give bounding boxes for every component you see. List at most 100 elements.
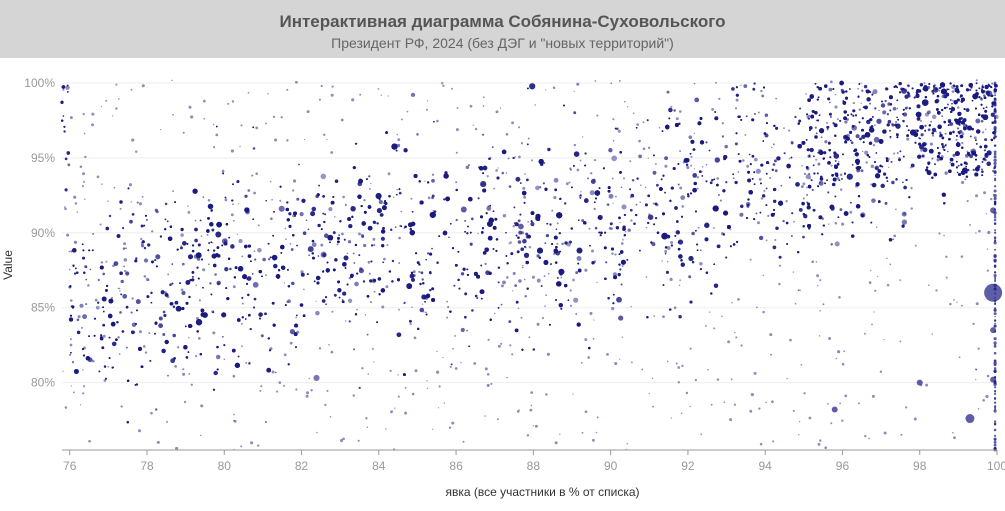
scatter-point	[350, 206, 356, 212]
scatter-point	[808, 172, 811, 175]
scatter-point	[173, 357, 176, 360]
scatter-point	[408, 222, 413, 228]
scatter-point	[962, 167, 968, 174]
scatter-point	[564, 241, 568, 245]
scatter-point	[957, 111, 962, 116]
scatter-point	[790, 156, 793, 159]
scatter-point	[91, 249, 94, 252]
scatter-point	[63, 130, 66, 133]
scatter-point	[834, 159, 837, 162]
scatter-point	[540, 284, 543, 288]
scatter-point	[714, 157, 721, 163]
scatter-point	[860, 169, 864, 173]
scatter-point	[921, 154, 925, 158]
scatter-point	[395, 149, 398, 152]
scatter-point	[290, 248, 294, 251]
scatter-point	[616, 127, 619, 130]
scatter-point	[983, 96, 987, 100]
scatter-point	[500, 303, 503, 306]
scatter-point	[519, 182, 522, 184]
scatter-point	[102, 272, 106, 276]
scatter-point	[164, 218, 167, 221]
scatter-point	[368, 187, 371, 190]
scatter-point	[466, 273, 469, 276]
scatter-point	[635, 214, 638, 217]
scatter-point	[897, 118, 900, 121]
scatter-point	[342, 291, 347, 296]
scatter-point	[975, 139, 977, 142]
scatter-point	[886, 180, 889, 182]
scatter-point	[210, 209, 213, 212]
scatter-point	[271, 301, 275, 305]
scatter-point	[556, 281, 562, 287]
scatter-point	[794, 115, 797, 119]
scatter-point	[956, 106, 960, 109]
scatter-point	[701, 175, 704, 177]
scatter-point	[469, 242, 473, 246]
scatter-point	[824, 84, 828, 88]
scatter-point	[154, 259, 157, 262]
scatter-point	[131, 297, 134, 300]
scatter-point	[538, 256, 541, 259]
scatter-point	[92, 233, 94, 235]
scatter-point	[660, 178, 663, 181]
scatter-point	[808, 154, 811, 157]
scatter-point	[594, 226, 598, 230]
scatter-point	[560, 307, 563, 310]
scatter-point	[102, 323, 106, 327]
scatter-point	[949, 98, 952, 102]
scatter-point	[277, 276, 280, 279]
scatter-point	[199, 219, 202, 222]
scatter-point	[127, 187, 130, 190]
scatter-point	[914, 141, 917, 144]
scatter-point	[140, 365, 144, 369]
scatter-point	[79, 303, 84, 308]
scatter-point	[816, 172, 819, 175]
scatter-point	[907, 129, 910, 132]
scatter-point	[979, 145, 982, 149]
scatter-point	[457, 250, 460, 253]
scatter-point	[70, 314, 72, 317]
scatter-point	[273, 210, 275, 213]
scatter-point	[664, 191, 666, 194]
scatter-point	[464, 316, 467, 319]
scatter-point	[886, 113, 890, 116]
scatter-point	[735, 107, 737, 110]
scatter-point	[95, 305, 100, 310]
scatter-point	[347, 217, 351, 221]
scatter-point	[967, 126, 970, 130]
scatter-point	[391, 259, 394, 263]
scatter-point	[420, 271, 424, 275]
scatter-point	[885, 176, 888, 179]
scatter-point	[665, 270, 669, 274]
scatter-point	[326, 261, 329, 264]
scatter-point	[376, 208, 382, 214]
scatter-point	[772, 187, 777, 192]
scatter-point	[201, 258, 203, 261]
scatter-point	[518, 223, 524, 230]
scatter-point	[466, 329, 468, 332]
scatter-point	[408, 319, 412, 323]
scatter-point	[206, 233, 209, 236]
scatter-point	[207, 217, 210, 220]
scatter-point	[941, 108, 944, 112]
scatter-point	[162, 310, 166, 314]
scatter-point	[664, 164, 668, 168]
scatter-point	[519, 182, 522, 184]
scatter-point	[695, 229, 697, 232]
scatter-point	[366, 178, 368, 181]
scatter-point	[103, 365, 107, 368]
scatter-point	[957, 164, 960, 167]
scatter-point	[88, 249, 91, 252]
scatter-point	[237, 355, 240, 358]
scatter-point	[93, 334, 96, 337]
scatter-point	[215, 125, 218, 128]
scatter-point	[516, 250, 520, 254]
scatter-point	[647, 221, 650, 224]
scatter-point	[581, 219, 585, 223]
scatter-point	[791, 235, 793, 237]
scatter-point	[947, 88, 950, 91]
scatter-point	[347, 298, 353, 303]
scatter-point	[246, 276, 252, 281]
